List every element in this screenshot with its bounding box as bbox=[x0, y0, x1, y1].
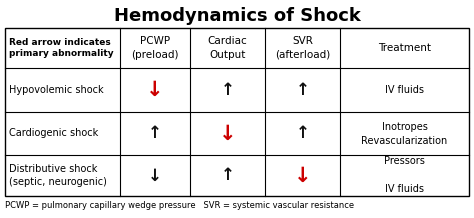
Text: Pressors

IV fluids: Pressors IV fluids bbox=[384, 157, 425, 194]
Text: Red arrow indicates
primary abnormality: Red arrow indicates primary abnormality bbox=[9, 37, 114, 58]
Text: Treatment: Treatment bbox=[378, 43, 431, 53]
Text: ↑: ↑ bbox=[296, 124, 310, 143]
Text: ↓: ↓ bbox=[148, 167, 162, 184]
Text: ↓: ↓ bbox=[294, 165, 311, 186]
Text: PCWP
(preload): PCWP (preload) bbox=[131, 36, 179, 60]
Text: ↑: ↑ bbox=[148, 124, 162, 143]
Text: Inotropes
Revascularization: Inotropes Revascularization bbox=[361, 121, 447, 145]
Text: ↓: ↓ bbox=[146, 80, 164, 100]
Text: Distributive shock
(septic, neurogenic): Distributive shock (septic, neurogenic) bbox=[9, 164, 107, 187]
Text: SVR
(afterload): SVR (afterload) bbox=[275, 36, 330, 60]
Text: IV fluids: IV fluids bbox=[385, 85, 424, 95]
Text: ↑: ↑ bbox=[220, 81, 235, 99]
Text: Cardiogenic shock: Cardiogenic shock bbox=[9, 128, 98, 138]
Text: ↓: ↓ bbox=[219, 124, 236, 143]
Text: Cardiac
Output: Cardiac Output bbox=[208, 36, 247, 60]
Text: ↑: ↑ bbox=[220, 167, 235, 184]
Text: Hypovolemic shock: Hypovolemic shock bbox=[9, 85, 104, 95]
Text: Hemodynamics of Shock: Hemodynamics of Shock bbox=[114, 7, 360, 25]
Text: ↑: ↑ bbox=[296, 81, 310, 99]
Bar bbox=[5, 28, 469, 196]
Text: PCWP = pulmonary capillary wedge pressure   SVR = systemic vascular resistance: PCWP = pulmonary capillary wedge pressur… bbox=[5, 201, 354, 209]
